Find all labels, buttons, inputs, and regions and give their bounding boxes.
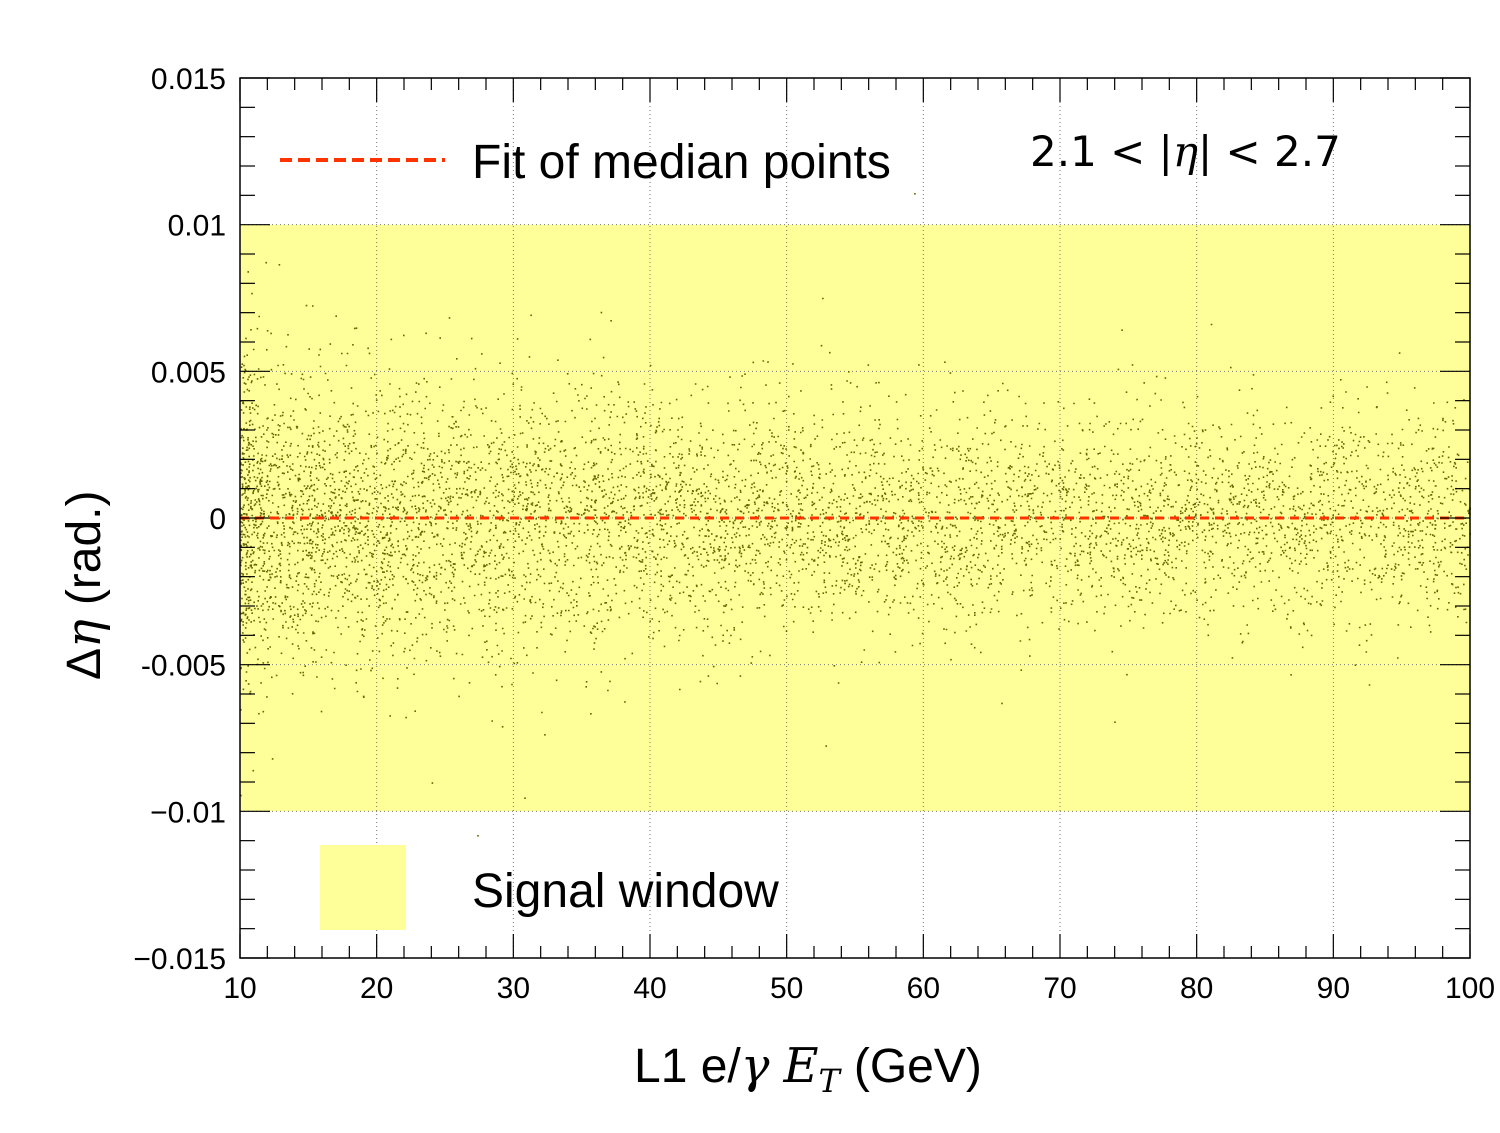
y-title-eta: η xyxy=(56,619,112,648)
x-tick-label: 100 xyxy=(1445,972,1495,1005)
x-title-gamma: γ xyxy=(741,1038,770,1094)
x-tick-label: 90 xyxy=(1317,972,1350,1005)
y-tick-label: −0.015 xyxy=(133,943,226,976)
x-title-e: E xyxy=(782,1038,818,1094)
x-title-sub: T xyxy=(819,1062,843,1100)
x-tick-label: 10 xyxy=(223,972,256,1005)
y-title-suffix: (rad.) xyxy=(58,490,111,605)
axis-ticks xyxy=(239,77,1471,959)
legend-fit-label: Fit of median points xyxy=(472,136,891,189)
y-tick-label: 0 xyxy=(209,503,226,536)
y-axis-title: Δη (rad.) xyxy=(56,490,112,680)
y-tick-labels: −0.015 −0.01 -0.005 0 0.005 0.01 0.015 xyxy=(133,63,226,976)
x-tick-label: 20 xyxy=(360,972,393,1005)
y-tick-label: 0.015 xyxy=(151,63,226,96)
y-tick-label: -0.005 xyxy=(141,650,226,683)
x-tick-label: 50 xyxy=(770,972,803,1005)
x-axis-title: L1 e/γ ET (GeV) xyxy=(634,1038,982,1100)
annotation-right: | < 2.7 xyxy=(1198,127,1341,176)
y-tick-label: −0.01 xyxy=(150,796,226,829)
x-tick-label: 80 xyxy=(1180,972,1213,1005)
x-title-prefix: L1 e/ xyxy=(634,1040,741,1093)
annotation-eta: η xyxy=(1173,127,1198,176)
x-title-suffix: (GeV) xyxy=(854,1040,982,1093)
annotation-left: 2.1 < | xyxy=(1030,127,1173,176)
x-tick-label: 40 xyxy=(633,972,666,1005)
y-tick-label: 0.01 xyxy=(168,210,226,243)
x-tick-label: 70 xyxy=(1043,972,1076,1005)
eta-range-annotation: 2.1 < |η| < 2.7 xyxy=(1030,127,1341,176)
x-tick-label: 60 xyxy=(907,972,940,1005)
legend-signal-swatch xyxy=(320,845,406,930)
y-title-delta: Δ xyxy=(58,648,111,680)
x-tick-label: 30 xyxy=(497,972,530,1005)
x-tick-labels: 10 20 30 40 50 60 70 80 90 100 xyxy=(223,972,1495,1005)
legend-signal-label: Signal window xyxy=(472,865,779,918)
y-tick-label: 0.005 xyxy=(151,356,226,389)
